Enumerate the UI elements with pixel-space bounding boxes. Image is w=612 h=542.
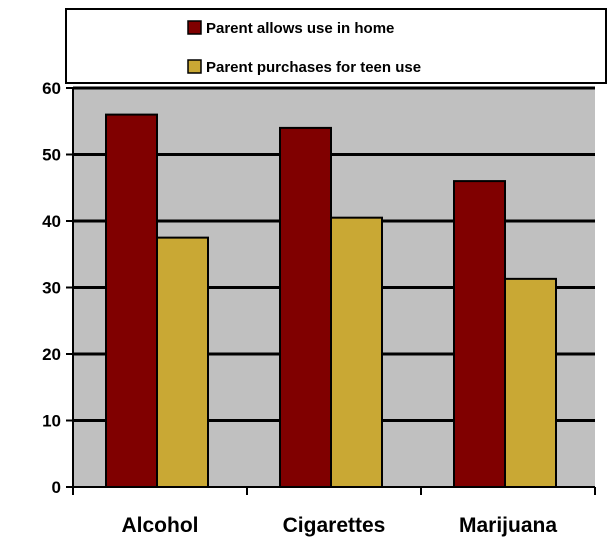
y-tick-label: 0 (52, 478, 61, 497)
legend-swatch (187, 20, 202, 35)
y-tick-label: 50 (42, 146, 61, 165)
x-tick-label: Cigarettes (283, 514, 386, 537)
bar-alcohol-series-1 (105, 113, 158, 488)
y-tick-label: 60 (42, 79, 61, 98)
y-tick-label: 20 (42, 345, 61, 364)
x-tick-label: Alcohol (122, 514, 199, 537)
y-tick-label: 30 (42, 279, 61, 298)
bar-marijuana-series-2 (504, 277, 557, 489)
legend-label: Parent purchases for teen use (206, 59, 421, 76)
y-tick-label: 40 (42, 212, 61, 231)
bar-cigarettes-series-2 (330, 216, 383, 489)
bar-alcohol-series-2 (156, 236, 209, 488)
bar-cigarettes-series-1 (279, 126, 332, 489)
legend-box (65, 8, 607, 84)
y-tick-label: 10 (42, 412, 61, 431)
legend-swatch (187, 59, 202, 74)
bar-marijuana-series-1 (453, 180, 506, 488)
legend-label: Parent allows use in home (206, 20, 394, 37)
x-tick-label: Marijuana (459, 514, 557, 537)
